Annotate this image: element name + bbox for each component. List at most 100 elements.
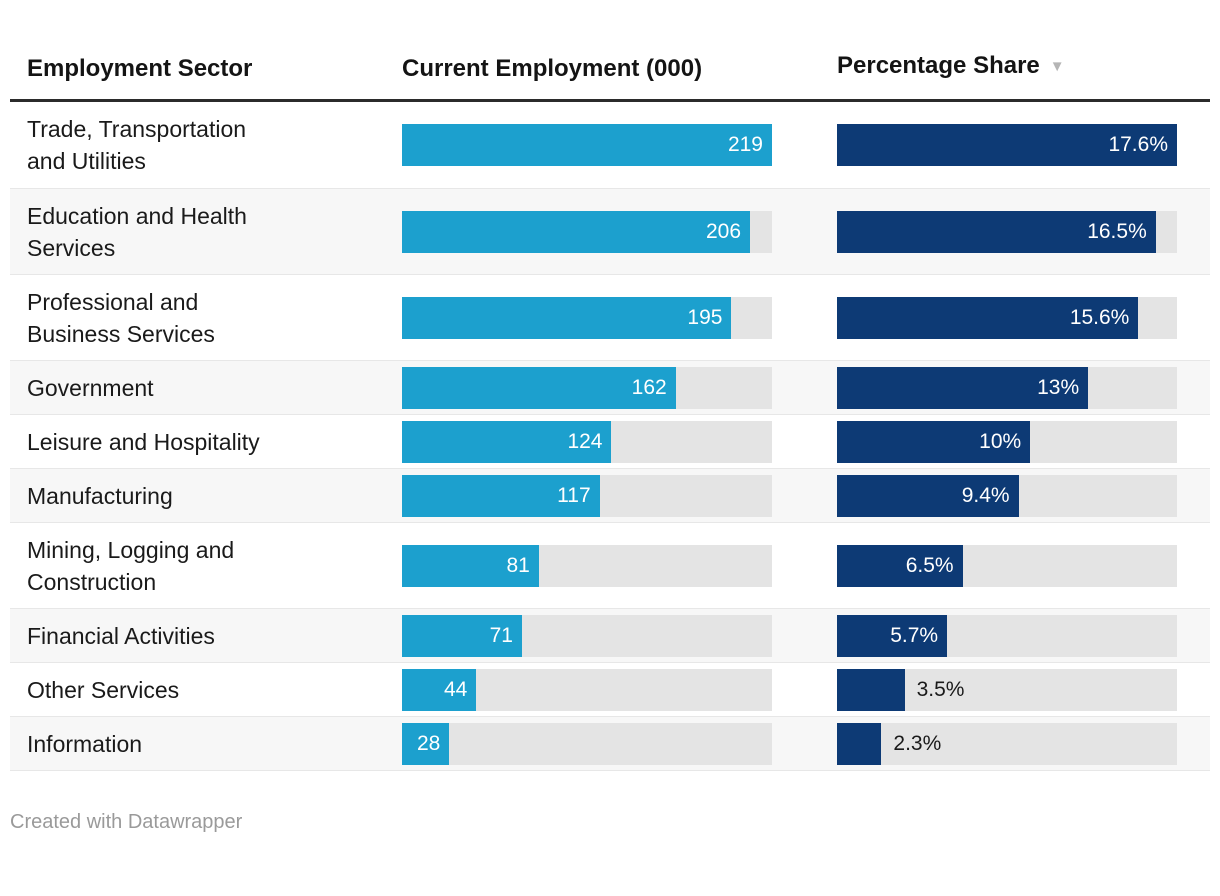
share-bar-track: 17.6% xyxy=(837,124,1177,166)
share-cell: 2.3% xyxy=(837,722,1210,765)
share-value-label: 3.5% xyxy=(916,677,965,701)
table-row: Trade, Transportation and Utilities 219 17… xyxy=(10,102,1210,188)
share-value-label: 16.5% xyxy=(1087,219,1147,243)
share-value-label: 13% xyxy=(1037,375,1080,399)
share-cell: 16.5% xyxy=(837,210,1210,253)
sector-label: Leisure and Hospitality xyxy=(27,428,260,455)
attribution: Created with Datawrapper xyxy=(10,811,1210,834)
employment-value-label: 117 xyxy=(557,483,591,507)
table-row: Leisure and Hospitality 124 10% xyxy=(10,414,1210,468)
column-header-employment-sector[interactable]: Employment Sector xyxy=(27,55,253,82)
share-cell: 13% xyxy=(837,366,1210,409)
table-row: Other Services 44 3.5% xyxy=(10,662,1210,716)
share-bar-track: 16.5% xyxy=(837,210,1177,253)
employment-bar: 71 xyxy=(402,614,522,657)
share-value-label: 5.7% xyxy=(890,623,939,647)
share-bar-track: 10% xyxy=(837,420,1177,463)
employment-value-label: 206 xyxy=(705,219,742,243)
share-value-label: 10% xyxy=(979,429,1022,453)
datawrapper-credit-link[interactable]: Created with Datawrapper xyxy=(10,811,243,833)
sector-label: Mining, Logging and Construction xyxy=(27,536,235,595)
share-bar: 17.6% xyxy=(837,124,1177,166)
employment-cell: 28 xyxy=(402,722,837,765)
employment-cell: 117 xyxy=(402,474,837,517)
table-header-row: Employment Sector Current Employment (00… xyxy=(10,52,1210,102)
share-value-label: 9.4% xyxy=(961,483,1010,507)
employment-value-label: 219 xyxy=(727,133,763,156)
column-header-percentage-share-label: Percentage Share xyxy=(837,52,1040,79)
employment-bar: 117 xyxy=(402,474,600,517)
share-cell: 5.7% xyxy=(837,614,1210,657)
datawrapper-table: Employment Sector Current Employment (00… xyxy=(0,52,1220,834)
employment-bar-track: 117 xyxy=(402,474,772,517)
employment-value-label: 28 xyxy=(416,731,441,755)
employment-bar: 162 xyxy=(402,366,676,409)
employment-value-label: 71 xyxy=(489,623,513,647)
table-row: Professional and Business Services 195 15.… xyxy=(10,274,1210,360)
table-row: Manufacturing 117 9.4% xyxy=(10,468,1210,522)
table-row: Government 162 13% xyxy=(10,360,1210,414)
share-bar xyxy=(837,722,882,765)
employment-cell: 206 xyxy=(402,210,837,253)
employment-bar-track: 162 xyxy=(402,366,772,409)
employment-cell: 81 xyxy=(402,544,837,587)
table-row: Education and Health Services 206 16.5% xyxy=(10,188,1210,274)
share-bar-track: 5.7% xyxy=(837,614,1177,657)
sort-descending-icon[interactable]: ▼ xyxy=(1049,58,1065,75)
sector-label: Other Services xyxy=(27,676,180,703)
share-bar: 15.6% xyxy=(837,296,1139,339)
employment-value-label: 195 xyxy=(687,305,723,329)
employment-cell: 195 xyxy=(402,296,837,339)
share-cell: 3.5% xyxy=(837,668,1210,711)
share-bar: 16.5% xyxy=(837,210,1156,253)
table-row: Information 28 2.3% xyxy=(10,716,1210,770)
employment-bar-track: 81 xyxy=(402,544,772,587)
share-cell: 9.4% xyxy=(837,474,1210,517)
share-value-label: 2.3% xyxy=(893,731,942,755)
share-bar-track: 9.4% xyxy=(837,474,1177,517)
share-bar: 13% xyxy=(837,366,1089,409)
share-bar: 6.5% xyxy=(837,544,963,587)
employment-value-label: 81 xyxy=(506,553,530,577)
share-bar-track: 13% xyxy=(837,366,1177,409)
share-cell: 10% xyxy=(837,420,1210,463)
column-header-percentage-share[interactable]: Percentage Share ▼ xyxy=(837,52,1210,83)
employment-cell: 71 xyxy=(402,614,837,657)
employment-cell: 44 xyxy=(402,668,837,711)
sector-label: Information xyxy=(27,730,143,757)
employment-bar: 44 xyxy=(402,668,477,711)
share-value-label: 6.5% xyxy=(905,553,954,577)
employment-bar: 206 xyxy=(402,210,751,253)
employment-bar-track: 124 xyxy=(402,420,772,463)
share-value-label: 15.6% xyxy=(1069,305,1130,329)
sector-label: Trade, Transportation and Utilities xyxy=(27,116,247,174)
employment-bar-track: 206 xyxy=(402,210,772,253)
employment-cell: 124 xyxy=(402,420,837,463)
employment-cell: 219 xyxy=(402,124,837,166)
table-row: Financial Activities 71 5.7% xyxy=(10,608,1210,662)
share-bar-track: 6.5% xyxy=(837,544,1177,587)
employment-bar: 81 xyxy=(402,544,539,587)
share-bar: 5.7% xyxy=(837,614,948,657)
employment-bar: 195 xyxy=(402,296,732,339)
share-bar: 10% xyxy=(837,420,1031,463)
employment-bar-track: 195 xyxy=(402,296,772,339)
employment-value-label: 162 xyxy=(631,375,667,399)
share-bar-track: 2.3% xyxy=(837,722,1177,765)
share-cell: 6.5% xyxy=(837,544,1210,587)
sector-label: Financial Activities xyxy=(27,622,215,649)
share-cell: 15.6% xyxy=(837,296,1210,339)
share-cell: 17.6% xyxy=(837,124,1210,166)
employment-bar: 28 xyxy=(402,722,450,765)
employment-value-label: 124 xyxy=(567,429,603,453)
sector-label: Government xyxy=(27,374,154,401)
employment-bar: 219 xyxy=(402,124,772,166)
share-bar: 9.4% xyxy=(837,474,1019,517)
share-value-label: 17.6% xyxy=(1108,133,1168,156)
column-header-current-employment[interactable]: Current Employment (000) xyxy=(402,55,703,82)
share-bar-track: 3.5% xyxy=(837,668,1177,711)
employment-bar: 124 xyxy=(402,420,612,463)
employment-bar-track: 28 xyxy=(402,722,772,765)
sector-label: Professional and Business Services xyxy=(27,288,215,347)
table-row: Mining, Logging and Construction 81 6.5% xyxy=(10,522,1210,608)
